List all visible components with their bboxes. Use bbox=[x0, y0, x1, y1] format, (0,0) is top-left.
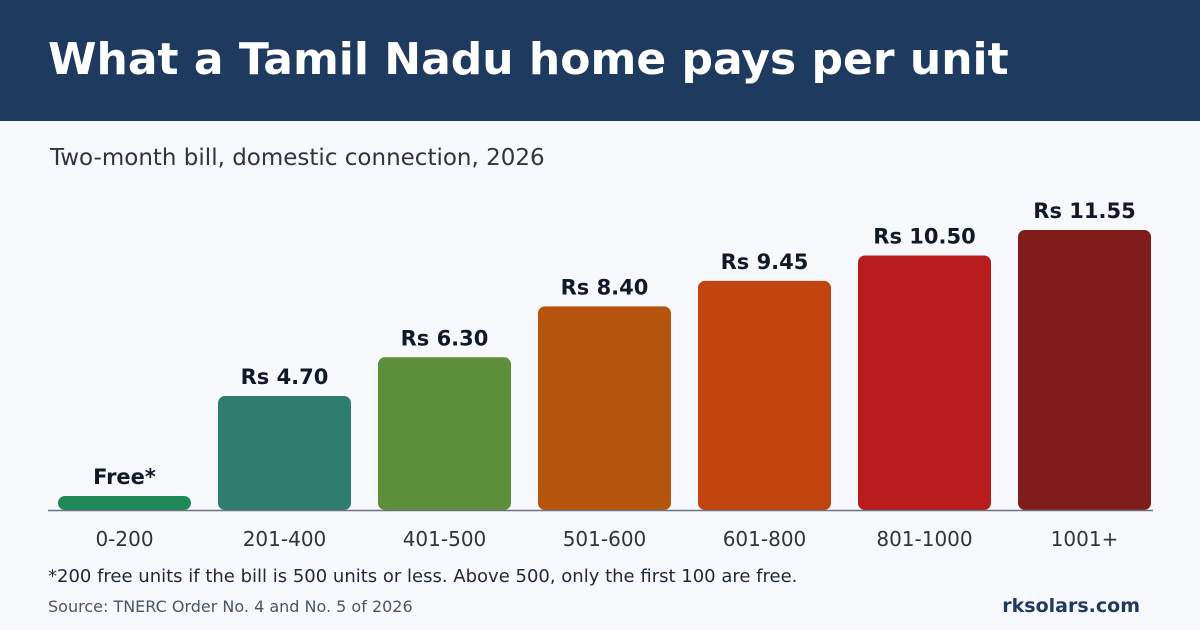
bar-501-600 bbox=[538, 306, 671, 510]
data-label-501-600: Rs 8.40 bbox=[561, 275, 649, 299]
data-label-201-400: Rs 4.70 bbox=[241, 365, 329, 389]
tick-label-601-800: 601-800 bbox=[723, 527, 807, 551]
bar-0-200 bbox=[58, 496, 191, 510]
page-title: What a Tamil Nadu home pays per unit bbox=[48, 34, 1009, 85]
tick-label-0-200: 0-200 bbox=[95, 527, 153, 551]
tick-label-801-1000: 801-1000 bbox=[876, 527, 972, 551]
brand-link[interactable]: rksolars.com bbox=[1002, 595, 1140, 617]
data-label-0-200: Free* bbox=[93, 465, 156, 489]
bar-401-500 bbox=[378, 357, 511, 510]
tick-label-201-400: 201-400 bbox=[243, 527, 327, 551]
data-label-601-800: Rs 9.45 bbox=[721, 250, 809, 274]
data-label-801-1000: Rs 10.50 bbox=[873, 224, 975, 248]
bar-801-1000 bbox=[858, 255, 991, 510]
header-banner: What a Tamil Nadu home pays per unit bbox=[0, 0, 1200, 121]
source-note: Source: TNERC Order No. 4 and No. 5 of 2… bbox=[48, 597, 413, 616]
chart-subtitle: Two-month bill, domestic connection, 202… bbox=[50, 145, 545, 171]
footnote: *200 free units if the bill is 500 units… bbox=[48, 566, 798, 587]
bar-601-800 bbox=[698, 280, 831, 510]
tick-label-1001+: 1001+ bbox=[1051, 527, 1119, 551]
bar-1001+ bbox=[1018, 230, 1151, 510]
data-label-401-500: Rs 6.30 bbox=[401, 326, 489, 350]
bar-201-400 bbox=[218, 396, 351, 510]
tick-label-501-600: 501-600 bbox=[563, 527, 647, 551]
data-label-1001+: Rs 11.55 bbox=[1033, 199, 1135, 223]
tick-label-401-500: 401-500 bbox=[403, 527, 487, 551]
